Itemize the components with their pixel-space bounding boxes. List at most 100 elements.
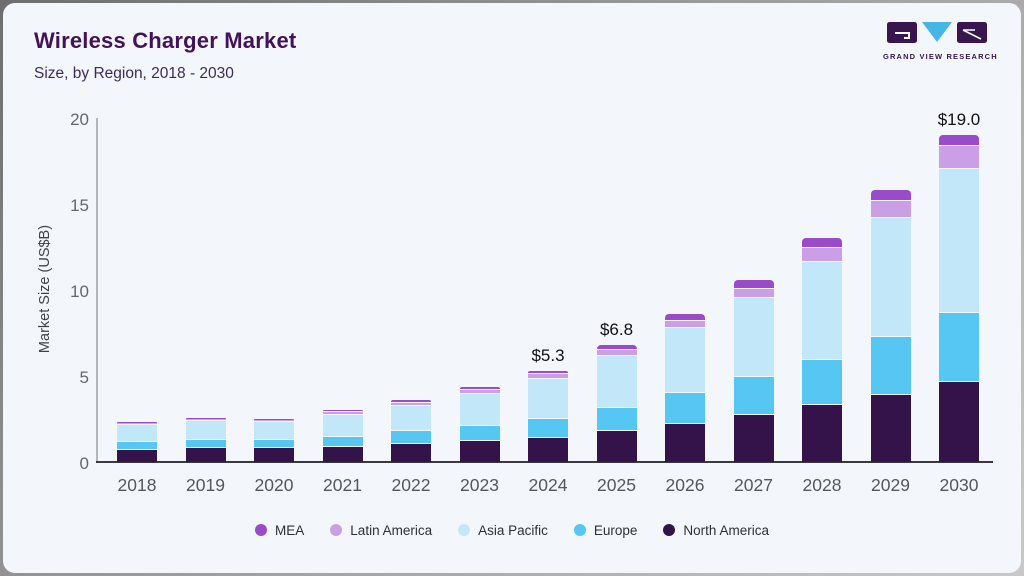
bar-segment-latin-america	[802, 247, 842, 261]
x-category-label: 2021	[323, 475, 362, 495]
x-category-label: 2025	[597, 475, 636, 495]
bar-segment-asia-pacific	[939, 168, 979, 313]
bar-segment-north-america	[802, 405, 842, 462]
legend-dot-latin-america	[330, 524, 343, 536]
x-category-label: 2029	[871, 475, 910, 495]
bar-segment-mea	[939, 135, 979, 146]
x-category-label: 2028	[802, 475, 842, 495]
bar-segment-north-america	[391, 443, 431, 462]
y-tick-label: 20	[70, 110, 89, 129]
x-axis-line	[96, 461, 993, 463]
value-label-2025: $6.8	[599, 320, 634, 340]
bar-segment-latin-america	[665, 320, 705, 327]
bar-segment-europe	[870, 337, 911, 394]
bar-segment-asia-pacific	[665, 327, 705, 393]
bar-segment-north-america	[185, 448, 226, 462]
x-category-label: 2026	[665, 475, 705, 495]
y-tick-label: 5	[79, 368, 89, 387]
bar-segment-north-america	[322, 447, 363, 462]
bar-segment-latin-america	[322, 412, 363, 414]
bar-segment-asia-pacific	[802, 261, 842, 359]
bar-segment-asia-pacific	[733, 297, 774, 376]
x-category-label: 2019	[186, 475, 225, 495]
legend-item-asia-pacific: Asia Pacific	[458, 523, 548, 538]
bar-segment-asia-pacific	[322, 414, 363, 437]
chart-legend: MEA Latin America Asia Pacific Europe North …	[3, 517, 1021, 543]
page-subtitle: Size, by Region, 2018 - 2030	[34, 65, 234, 82]
x-category-label: 2030	[939, 475, 979, 495]
x-category-label: 2027	[734, 475, 773, 495]
bar-segment-north-america	[870, 394, 911, 462]
legend-dot-mea	[255, 524, 268, 536]
bar-segment-latin-america	[596, 350, 637, 356]
bar-segment-europe	[665, 393, 705, 424]
bar-segment-mea	[322, 410, 363, 412]
gvr-logo: GRAND VIEW RESEARCH	[883, 21, 998, 61]
bar-segment-europe	[254, 439, 294, 448]
bar-segment-mea	[733, 279, 774, 289]
y-tick-label: 0	[79, 454, 89, 473]
bar-segment-asia-pacific	[870, 217, 911, 337]
bar-segment-mea	[459, 387, 500, 389]
bar-segment-latin-america	[939, 146, 979, 168]
legend-label: Asia Pacific	[478, 522, 548, 538]
bar-segment-mea	[254, 419, 294, 420]
chart-panel: Wireless Charger Market Size, by Region,…	[3, 3, 1021, 573]
bar-segment-latin-america	[733, 289, 774, 297]
bar-segment-latin-america	[254, 419, 294, 421]
x-category-label: 2024	[528, 475, 568, 495]
bar-segment-north-america	[117, 449, 157, 462]
x-category-label: 2018	[117, 475, 157, 495]
legend-dot-north-america	[663, 524, 676, 536]
bar-segment-europe	[733, 376, 774, 414]
bar-segment-latin-america	[117, 423, 157, 425]
bar-segment-europe	[939, 313, 979, 382]
legend-item-mea: MEA	[255, 523, 304, 538]
bar-segment-mea	[802, 238, 842, 247]
bar-segment-north-america	[596, 431, 637, 462]
legend-item-europe: Europe	[573, 522, 638, 538]
bar-segment-europe	[117, 442, 157, 449]
legend-label: Latin America	[350, 522, 433, 538]
y-tick-label: 10	[70, 282, 89, 301]
bar-segment-north-america	[733, 414, 774, 462]
bar-segment-north-america	[254, 448, 294, 462]
legend-dot-asia-pacific	[458, 524, 471, 536]
bar-segment-europe	[185, 439, 226, 448]
bar-segment-mea	[596, 345, 637, 350]
bar-segment-mea	[117, 422, 157, 424]
legend-label: North America	[683, 522, 769, 538]
bar-segment-north-america	[459, 441, 500, 462]
bar-segment-europe	[528, 419, 568, 437]
bar-segment-europe	[459, 425, 500, 441]
bar-segment-europe	[391, 431, 431, 443]
x-category-label: 2020	[254, 475, 294, 495]
legend-label: MEA	[275, 522, 305, 538]
bar-segment-europe	[802, 359, 842, 405]
legend-dot-europe	[573, 524, 586, 536]
y-tick-label: 15	[70, 196, 89, 215]
value-label-2024: $5.3	[531, 345, 565, 365]
bar-segment-asia-pacific	[391, 406, 431, 431]
bar-segment-north-america	[665, 424, 705, 462]
value-label-2030: $19.0	[937, 110, 981, 130]
logo-brand-text: GRAND VIEW RESEARCH	[883, 52, 998, 61]
bar-segment-asia-pacific	[185, 420, 226, 439]
bar-segment-asia-pacific	[459, 394, 500, 425]
bar-segment-north-america	[528, 437, 568, 462]
x-category-label: 2023	[460, 475, 499, 495]
bar-segment-latin-america	[459, 389, 500, 394]
bar-segment-europe	[596, 407, 637, 431]
bar-segment-mea	[528, 370, 568, 374]
y-axis-line	[96, 118, 98, 462]
bar-segment-asia-pacific	[528, 379, 568, 418]
bar-segment-mea	[665, 314, 705, 320]
legend-label: Europe	[593, 522, 638, 538]
gvr-logo-icon	[887, 22, 987, 43]
bar-segment-north-america	[939, 382, 979, 462]
bar-segment-asia-pacific	[254, 421, 294, 439]
bar-segment-latin-america	[185, 419, 226, 420]
bar-segment-mea	[391, 400, 431, 402]
bar-segment-europe	[322, 437, 363, 447]
x-category-label: 2022	[391, 475, 431, 495]
